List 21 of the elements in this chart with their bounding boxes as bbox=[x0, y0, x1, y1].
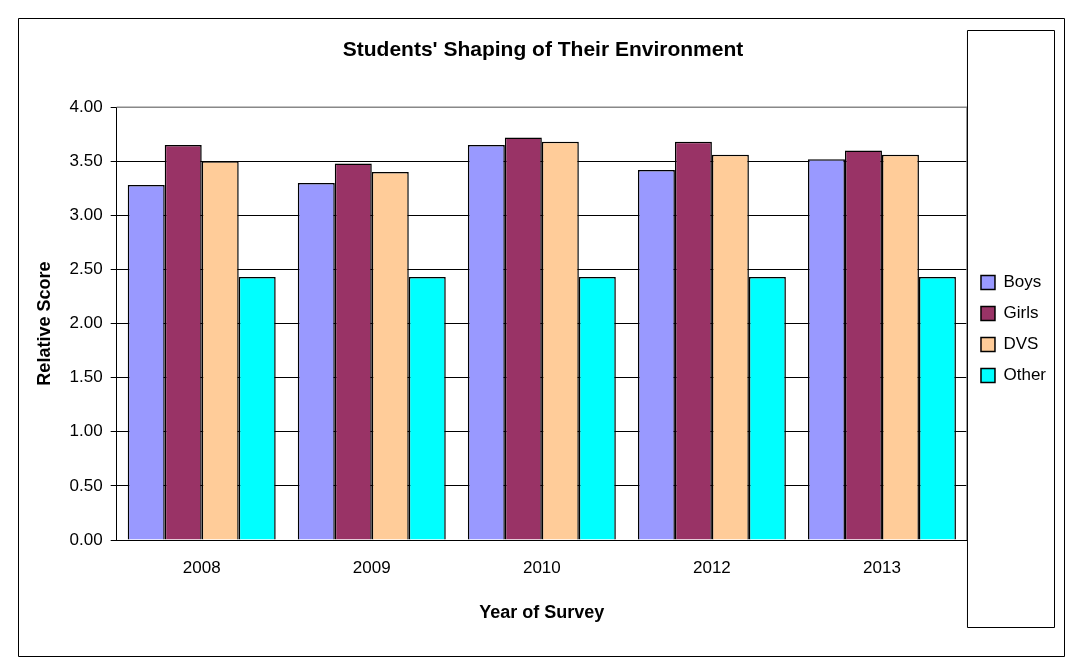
y-tick-label: 1.00 bbox=[69, 421, 103, 441]
y-tick-label: 4.00 bbox=[69, 96, 103, 116]
y-tick-label: 2.00 bbox=[69, 313, 103, 333]
legend-label: Other bbox=[1003, 365, 1047, 385]
legend-label: DVS bbox=[1003, 334, 1039, 354]
x-axis-title: Year of Survey bbox=[479, 602, 605, 623]
y-tick-label: 0.50 bbox=[69, 475, 103, 495]
y-tick-label: 0.00 bbox=[69, 529, 103, 549]
x-tick-label: 2012 bbox=[692, 557, 731, 577]
y-tick-label: 3.50 bbox=[69, 150, 103, 170]
x-tick-label: 2008 bbox=[182, 557, 221, 577]
y-tick-label: 2.50 bbox=[69, 259, 103, 279]
y-tick-label: 1.50 bbox=[69, 367, 103, 387]
y-tick-label: 3.00 bbox=[69, 205, 103, 225]
legend-label: Girls bbox=[1003, 303, 1039, 323]
chart-title: Students' Shaping of Their Environment bbox=[342, 37, 744, 61]
legend-label: Boys bbox=[1003, 272, 1042, 292]
x-tick-label: 2009 bbox=[352, 557, 391, 577]
x-tick-label: 2013 bbox=[863, 557, 901, 577]
x-tick-label: 2010 bbox=[522, 557, 561, 577]
y-axis-title: Relative Score bbox=[33, 261, 54, 386]
